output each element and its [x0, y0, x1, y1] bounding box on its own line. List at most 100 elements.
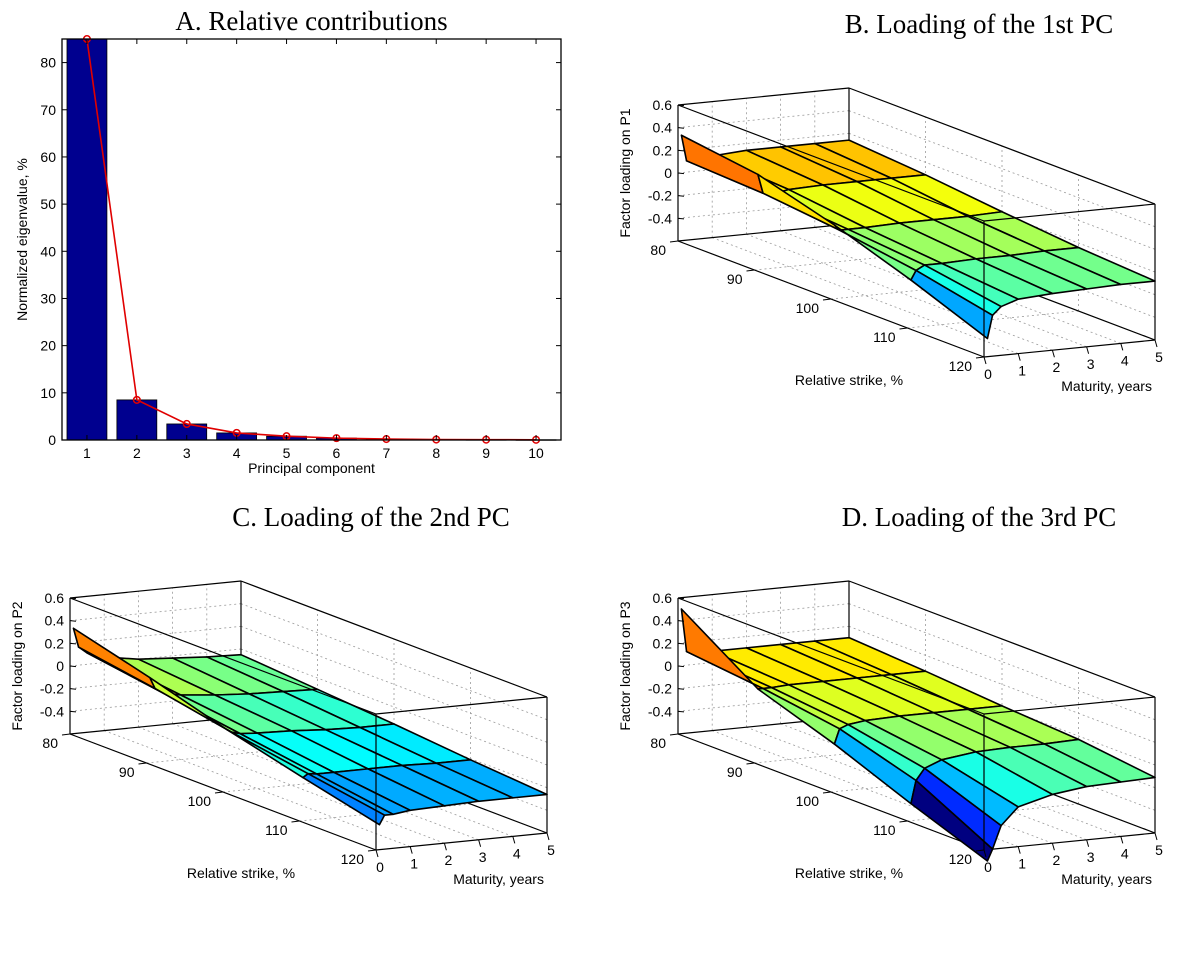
- panel-c-zlabel: Factor loading on P2: [9, 601, 25, 730]
- panel-d-xtick-mark: [1120, 836, 1124, 844]
- panel-d-ytick-label: 90: [727, 764, 743, 780]
- panel-d-ytick-label: 100: [796, 793, 820, 809]
- panel-c-ylabel: Relative strike, %: [187, 865, 295, 881]
- panel-d-ytick-mark: [822, 791, 832, 794]
- panel-c-ztick-mark: [69, 597, 77, 600]
- panel-a-ytick-label: 50: [40, 196, 56, 212]
- panel-c-ytick-mark: [367, 849, 377, 852]
- panel-d-ztick-label: 0.4: [653, 613, 673, 629]
- panel-b-ztick-label: -0.4: [648, 210, 672, 226]
- eigenvalue-marker-6: [332, 434, 341, 443]
- panel-a-axes-frame: [61, 38, 562, 441]
- panel-c-surface-cell: [302, 772, 386, 826]
- panel-b-box-edge: [848, 87, 1156, 205]
- panel-c-xtick-label: 2: [445, 852, 453, 868]
- panel-a-xtick-label: 3: [183, 445, 191, 461]
- panel-b-xtick-label: 0: [984, 366, 992, 382]
- panel-d-zgrid-back: [677, 603, 850, 622]
- panel-d-xlabel: Maturity, years: [1061, 871, 1152, 887]
- panel-a-ytick-label: 0: [48, 432, 56, 448]
- panel-c-ztick-mark: [69, 620, 77, 622]
- panel-d-ytick-mark: [669, 733, 679, 736]
- panel-c-zgrid-back: [69, 648, 242, 667]
- panel-d-xtick-mark: [1017, 846, 1021, 854]
- panel-d-ztick-mark: [677, 665, 685, 668]
- panel-c-xtick-mark: [443, 843, 447, 851]
- panel-a-xtick-label: 7: [382, 445, 390, 461]
- panel-c-ytick-label: 100: [188, 793, 212, 809]
- panel-d-ytick-mark: [975, 849, 985, 852]
- panel-c-ytick-mark: [138, 762, 147, 765]
- panel-c-ztick-label: 0.2: [45, 635, 65, 651]
- panel-c-zgrid-back: [69, 625, 242, 644]
- panel-b-xtick-mark: [983, 356, 987, 365]
- panel-d-ztick-mark: [677, 688, 685, 690]
- panel-b-ytick-label: 90: [727, 271, 743, 287]
- panel-b-box-edge-front: [677, 104, 985, 222]
- panel-d-ylabel: Relative strike, %: [795, 865, 903, 881]
- panel-b-ytick-mark: [746, 269, 755, 272]
- panel-a-ytick-label: 30: [40, 290, 56, 306]
- panel-b-zgrid-back: [677, 132, 850, 151]
- panel-c-box-edge: [240, 580, 548, 698]
- panel-c-xtick-mark: [546, 832, 550, 841]
- panel-b-title: B. Loading of the 1st PC: [845, 9, 1114, 39]
- panel-b-box-edge: [983, 339, 1156, 358]
- panel-c-ztick-mark: [69, 688, 77, 690]
- panel-b-xtick-label: 5: [1155, 349, 1163, 365]
- panel-d-ytick-label: 120: [949, 851, 973, 867]
- panel-d-title: D. Loading of the 3rd PC: [842, 502, 1116, 532]
- panel-a-ytick-label: 70: [40, 102, 56, 118]
- panel-d-ztick-mark: [677, 620, 685, 622]
- eigenvalue-marker-3: [182, 419, 191, 429]
- panel-a-ytick-label: 20: [40, 338, 56, 354]
- panel-d-ztick-label: 0.6: [653, 590, 673, 606]
- panel-d-box-edge: [677, 580, 850, 599]
- panel-b-ztick-label: 0.4: [653, 120, 673, 136]
- panel-b-ytick-label: 100: [796, 300, 820, 316]
- panel-b-ytick-mark: [899, 327, 908, 330]
- panel-d-xtick-label: 5: [1155, 842, 1163, 858]
- panel-b-xlabel: Maturity, years: [1061, 378, 1152, 394]
- panel-c-xtick-label: 4: [513, 845, 521, 861]
- panel-c-xtick-label: 0: [376, 859, 384, 875]
- panel-c-xtick-label: 5: [547, 842, 555, 858]
- panel-d-xtick-label: 0: [984, 859, 992, 875]
- panel-a-xtick-label: 9: [482, 445, 490, 461]
- panel-d-ztick-label: 0.2: [653, 635, 673, 651]
- panel-b-xtick-label: 4: [1121, 352, 1129, 368]
- panel-a-xtick-label: 1: [83, 445, 91, 461]
- panel-b-xtick-mark: [1120, 343, 1124, 351]
- panel-b-xtick-mark: [1086, 346, 1090, 354]
- eigenvalue-line: [86, 38, 537, 441]
- panel-b-xtick-label: 1: [1018, 363, 1026, 379]
- panel-d-box-edge: [983, 832, 1156, 851]
- panel-c-box-edge-front: [375, 696, 548, 715]
- panel-d-xtick-label: 2: [1053, 852, 1061, 868]
- panel-c-ztick-label: -0.2: [40, 681, 64, 697]
- eigenvalue-marker-2: [132, 395, 141, 404]
- panel-c-ytick-label: 120: [341, 851, 365, 867]
- panel-c-ztick-mark: [69, 665, 77, 668]
- panel-c-ztick-mark: [69, 642, 77, 645]
- bar-1: [66, 38, 108, 441]
- panel-b-xtick-mark: [1051, 350, 1055, 358]
- panel-b-ztick-mark: [677, 104, 685, 107]
- panel-c-ztick-label: 0.6: [45, 590, 65, 606]
- panel-c-ytick-label: 90: [119, 764, 135, 780]
- panel-c-ztick-label: 0.4: [45, 613, 65, 629]
- panel-b-ztick-label: 0.6: [653, 97, 673, 113]
- panel-b-box-edge-front: [983, 203, 1156, 222]
- panel-d-zgrid-back: [677, 625, 850, 644]
- panel-c-box-edge: [375, 832, 548, 851]
- panel-d-ytick-mark: [746, 762, 755, 765]
- panel-d-surface-cell: [910, 779, 994, 862]
- panel-c-zgrid-back: [69, 603, 242, 622]
- panel-b-ygrid-floor: [907, 310, 1079, 329]
- panel-b-ytick-label: 120: [949, 358, 973, 374]
- panel-d-box-edge-front: [983, 696, 1156, 715]
- panel-c-xtick-mark: [409, 846, 413, 854]
- panel-b-ztick-label: 0: [664, 165, 672, 181]
- panel-b-zlabel: Factor loading on P1: [617, 108, 633, 237]
